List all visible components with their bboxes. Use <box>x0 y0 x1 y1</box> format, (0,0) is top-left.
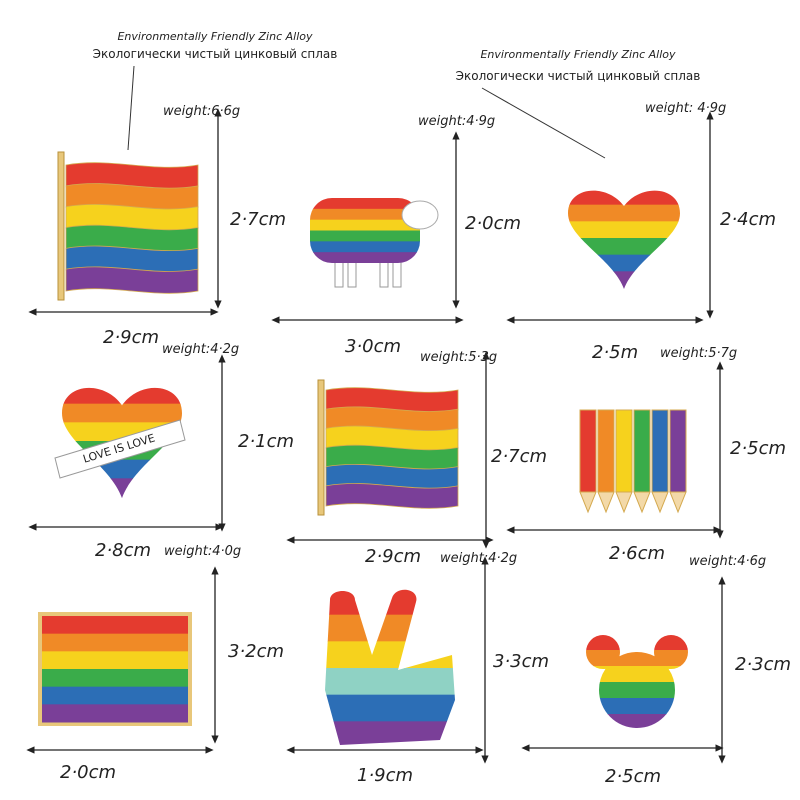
height-label: 2·7cm <box>230 209 286 230</box>
stripe <box>325 721 455 745</box>
caption-en: Environmentally Friendly Zinc Alloy <box>117 30 313 43</box>
pins: weight:6·6g 2·7cm 2·9cm weight:4·9g 2·0cm 3·0… <box>26 101 791 787</box>
stripe <box>586 714 688 728</box>
width-label: 2·5m <box>592 342 638 363</box>
stripe <box>568 204 680 223</box>
stripe <box>325 589 455 616</box>
stripe <box>568 221 680 239</box>
height-label: 2·4cm <box>720 209 776 230</box>
stripe <box>310 252 420 263</box>
width-label: 2·5cm <box>605 766 661 787</box>
width-label: 1·9cm <box>357 765 413 786</box>
stripe <box>42 616 188 635</box>
width-label: 2·8cm <box>95 540 151 561</box>
stripe <box>310 241 420 253</box>
height-label: 3·2cm <box>228 641 284 662</box>
pencil <box>579 409 597 493</box>
weight-label: weight:4·2g <box>162 342 239 357</box>
height-label: 2·0cm <box>465 213 521 234</box>
stripe <box>325 614 455 642</box>
stripe <box>42 651 188 670</box>
stripe <box>62 387 182 405</box>
stripe <box>310 208 420 221</box>
stripe <box>325 483 459 509</box>
stripe <box>586 635 688 651</box>
stripe <box>65 266 199 294</box>
pencil-tip <box>615 491 633 514</box>
pencil-tip <box>597 491 615 514</box>
sheep-head <box>401 200 439 230</box>
height-label: 2·7cm <box>491 446 547 467</box>
stripe <box>325 668 455 696</box>
pencil <box>669 409 687 493</box>
banner <box>54 419 186 479</box>
stripe <box>42 633 188 652</box>
weight-label: weight:4·9g <box>418 114 495 129</box>
weight-label: weight:5·3g <box>420 350 497 365</box>
pencil-tip <box>633 491 651 514</box>
pencil <box>651 409 669 493</box>
pencil-tip <box>651 491 669 514</box>
weight-label: weight:6·6g <box>163 104 240 119</box>
caption-ru: Экологически чистый цинковый сплав <box>93 47 338 61</box>
height-label: 3·3cm <box>493 651 549 672</box>
weight-label: weight:5·7g <box>660 346 737 361</box>
stripe <box>325 641 455 669</box>
width-label: 2·9cm <box>103 327 159 348</box>
width-label: 3·0cm <box>345 336 401 357</box>
stripe <box>42 669 188 688</box>
stripe <box>325 694 455 722</box>
pencil <box>597 409 615 493</box>
pencil-tip <box>579 491 597 514</box>
stripe <box>310 219 420 231</box>
stripe <box>310 198 420 210</box>
pencil <box>615 409 633 493</box>
flag-pole <box>57 151 65 301</box>
sheep-body <box>310 198 420 263</box>
stripe <box>568 254 680 273</box>
stripe <box>568 190 680 206</box>
stripe <box>62 478 182 499</box>
stripe <box>586 666 688 683</box>
flag-pole <box>317 379 325 516</box>
weight-label: weight:4·6g <box>689 554 766 569</box>
stripe <box>586 698 688 715</box>
caption-en: Environmentally Friendly Zinc Alloy <box>480 48 676 61</box>
height-label: 2·1cm <box>238 431 294 452</box>
weight-label: weight:4·2g <box>440 551 517 566</box>
stripe <box>62 403 182 424</box>
weight-label: weight: 4·9g <box>645 101 726 116</box>
height-label: 2·5cm <box>730 438 786 459</box>
width-label: 2·0cm <box>60 762 116 783</box>
pointer <box>481 87 606 159</box>
pointer <box>127 65 135 151</box>
width-label: 2·9cm <box>365 546 421 567</box>
caption-ru: Экологически чистый цинковый сплав <box>456 69 701 83</box>
height-label: 2·3cm <box>735 654 791 675</box>
stripe <box>568 238 680 256</box>
mouse <box>586 635 688 728</box>
stripe <box>310 230 420 242</box>
pencil-tip <box>669 491 687 514</box>
stripe <box>42 704 188 723</box>
pencil <box>633 409 651 493</box>
width-label: 2·6cm <box>609 543 665 564</box>
stripe <box>586 682 688 699</box>
heart <box>568 190 680 289</box>
stripe <box>586 650 688 667</box>
stripe <box>42 686 188 705</box>
weight-label: weight:4·0g <box>164 544 241 559</box>
hand <box>325 589 455 745</box>
stripe <box>568 271 680 289</box>
